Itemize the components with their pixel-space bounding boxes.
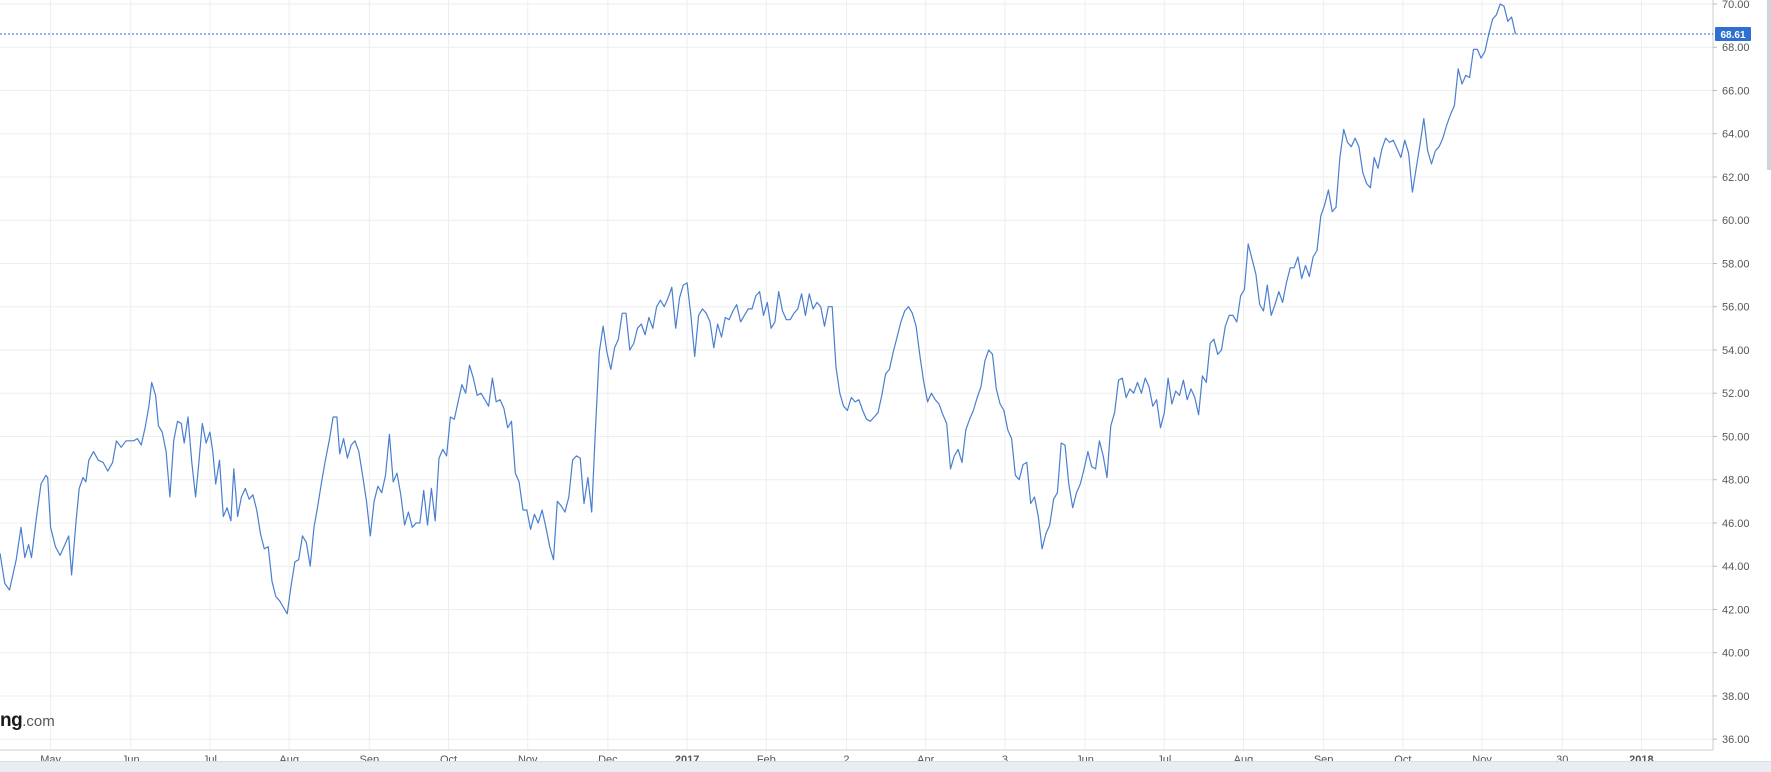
footer-bar <box>0 761 1771 772</box>
y-tick-label: 66.00 <box>1722 85 1750 97</box>
y-tick-label: 68.00 <box>1722 42 1750 54</box>
y-axis-labels: 36.00 38.00 40.00 42.00 44.00 46.00 48.00 50.00… <box>1713 0 1750 746</box>
brand-watermark: ng.com <box>0 710 55 736</box>
x-tick-label: 2 <box>843 754 849 766</box>
y-tick-label: 38.00 <box>1722 691 1750 703</box>
y-tick-label: 42.00 <box>1722 604 1750 616</box>
x-tick-label: 3 <box>1002 754 1008 766</box>
scrollbar-thumb[interactable] <box>1767 0 1771 170</box>
price-axis[interactable] <box>1713 0 1771 750</box>
grid-layer <box>0 0 1714 751</box>
y-tick-label: 36.00 <box>1722 734 1750 746</box>
y-tick-label: 50.00 <box>1722 431 1750 443</box>
y-tick-label: 48.00 <box>1722 475 1750 487</box>
y-tick-label: 40.00 <box>1722 648 1750 660</box>
watermark-strong-text: ng <box>0 710 23 731</box>
y-tick-label: 60.00 <box>1722 215 1750 227</box>
y-tick-label: 58.00 <box>1722 258 1750 270</box>
y-tick-label: 44.00 <box>1722 561 1750 573</box>
current-price-value: 68.61 <box>1720 30 1745 41</box>
y-tick-label: 62.00 <box>1722 172 1750 184</box>
y-tick-label: 70.00 <box>1722 0 1750 11</box>
price-series-line <box>0 3 1517 615</box>
y-tick-label: 46.00 <box>1722 518 1750 530</box>
y-tick-label: 56.00 <box>1722 302 1750 314</box>
plot-area[interactable] <box>0 0 1713 750</box>
y-tick-label: 54.00 <box>1722 345 1750 357</box>
watermark-light-text: .com <box>22 713 55 730</box>
current-price-marker: 68.61 <box>0 27 1751 42</box>
y-tick-label: 52.00 <box>1722 388 1750 400</box>
current-price-badge <box>1715 27 1751 42</box>
y-tick-label: 64.00 <box>1722 129 1750 141</box>
series-layer <box>0 3 1517 615</box>
